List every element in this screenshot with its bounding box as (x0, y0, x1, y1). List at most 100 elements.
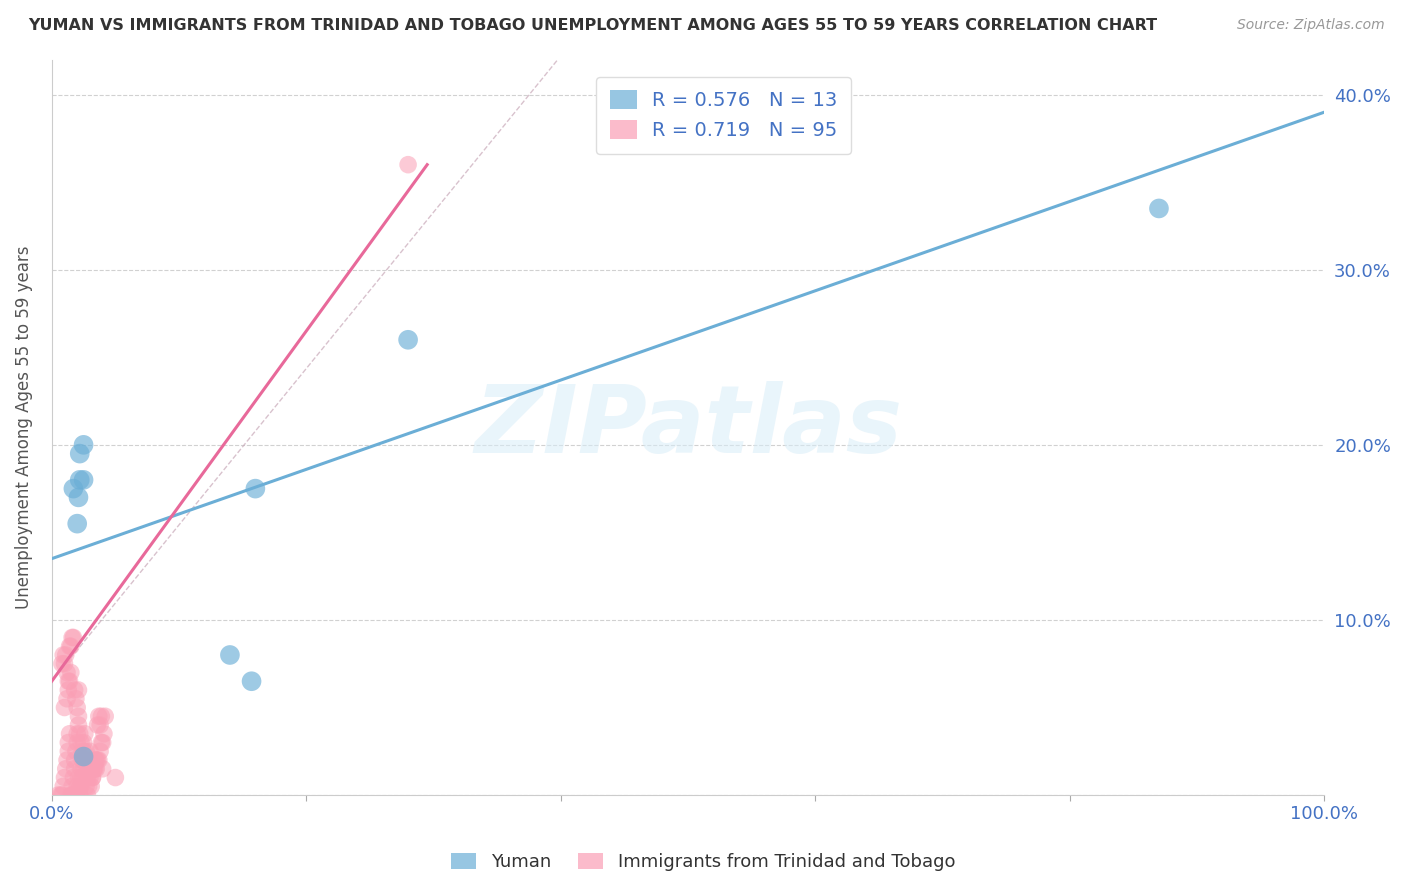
Point (82, 771, 104, 785)
Point (67, 718, 90, 732)
Point (90, 709, 112, 723)
Point (84, 753, 107, 767)
Point (79, 771, 101, 785)
Point (91, 762, 114, 776)
Point (58, 639, 80, 653)
Point (59, 665, 82, 680)
Point (240, 674, 263, 689)
Point (93, 727, 115, 741)
Point (69, 780, 91, 794)
Point (67, 709, 90, 723)
Point (63, 683, 86, 698)
Point (66, 735, 89, 749)
Point (94, 709, 117, 723)
Point (58, 744, 80, 758)
Point (53, 700, 76, 714)
Point (87, 753, 110, 767)
Point (245, 482, 267, 496)
Point (65, 691, 87, 706)
Point (62, 631, 84, 645)
Point (55, 762, 77, 776)
Point (79, 744, 101, 758)
Text: YUMAN VS IMMIGRANTS FROM TRINIDAD AND TOBAGO UNEMPLOYMENT AMONG AGES 55 TO 59 YE: YUMAN VS IMMIGRANTS FROM TRINIDAD AND TO… (28, 18, 1157, 33)
Point (80, 762, 103, 776)
Point (89, 718, 111, 732)
Point (77, 753, 100, 767)
Point (52, 648, 75, 662)
Point (72, 438, 94, 452)
Point (53, 771, 76, 785)
Point (59, 788, 82, 802)
Point (76, 762, 98, 776)
Point (72, 753, 94, 767)
Point (72, 771, 94, 785)
Point (70, 762, 93, 776)
Point (62, 482, 84, 496)
Point (60, 631, 83, 645)
Point (76, 771, 98, 785)
Point (55, 648, 77, 662)
Point (70, 771, 93, 785)
Point (72, 473, 94, 487)
Point (58, 674, 80, 689)
Point (69, 788, 91, 802)
Point (63, 788, 86, 802)
Point (60, 788, 83, 802)
Point (73, 753, 96, 767)
Point (86, 718, 108, 732)
Text: ZIPatlas: ZIPatlas (474, 382, 903, 474)
Point (89, 744, 111, 758)
Point (104, 771, 127, 785)
Point (66, 516, 89, 531)
Point (65, 744, 87, 758)
Point (91, 735, 114, 749)
Point (75, 744, 97, 758)
Point (62, 788, 84, 802)
Point (66, 700, 89, 714)
Point (62, 771, 84, 785)
Point (58, 674, 80, 689)
Point (63, 753, 86, 767)
Point (67, 491, 90, 505)
Point (72, 762, 94, 776)
Point (52, 780, 75, 794)
Point (59, 639, 82, 653)
Point (66, 727, 89, 741)
Point (69, 473, 91, 487)
Point (84, 753, 107, 767)
Point (56, 753, 79, 767)
Y-axis label: Unemployment Among Ages 55 to 59 years: Unemployment Among Ages 55 to 59 years (15, 245, 32, 609)
Legend: R = 0.576   N = 13, R = 0.719   N = 95: R = 0.576 N = 13, R = 0.719 N = 95 (596, 77, 851, 153)
Point (72, 753, 94, 767)
Point (76, 788, 98, 802)
Point (58, 683, 80, 698)
Point (80, 780, 103, 794)
Point (72, 744, 94, 758)
Legend: Yuman, Immigrants from Trinidad and Tobago: Yuman, Immigrants from Trinidad and Toba… (444, 846, 962, 879)
Point (219, 648, 242, 662)
Point (67, 771, 90, 785)
Point (69, 788, 91, 802)
Point (53, 657, 76, 671)
Point (86, 753, 108, 767)
Point (63, 762, 86, 776)
Point (56, 691, 79, 706)
Point (83, 762, 105, 776)
Point (83, 762, 105, 776)
Point (58, 727, 80, 741)
Point (396, 333, 419, 347)
Point (58, 735, 80, 749)
Point (66, 780, 89, 794)
Point (77, 780, 100, 794)
Point (87, 709, 110, 723)
Point (90, 735, 112, 749)
Point (67, 683, 90, 698)
Point (51, 788, 73, 802)
Point (1147, 202, 1170, 216)
Point (51, 657, 73, 671)
Point (72, 735, 94, 749)
Point (72, 744, 94, 758)
Point (56, 665, 79, 680)
Point (72, 749, 94, 764)
Point (49, 788, 72, 802)
